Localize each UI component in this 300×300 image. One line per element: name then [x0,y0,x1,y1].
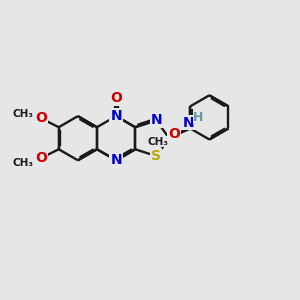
Text: H: H [193,111,204,124]
Text: S: S [151,149,161,163]
Text: N: N [183,116,195,130]
Text: N: N [110,153,122,167]
Text: N: N [150,113,162,128]
Text: CH₃: CH₃ [12,158,33,167]
Text: O: O [35,111,47,125]
Text: N: N [110,109,122,123]
Text: CH₃: CH₃ [12,109,33,119]
Text: O: O [35,151,47,165]
Text: CH₃: CH₃ [147,137,168,147]
Text: O: O [168,127,180,141]
Text: O: O [110,91,122,105]
